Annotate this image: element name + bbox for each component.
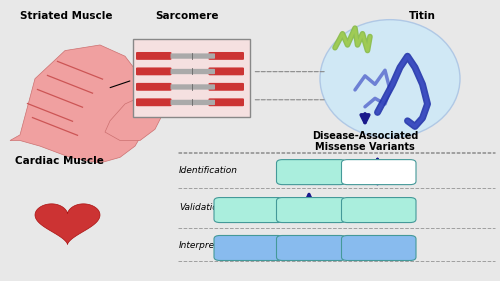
FancyBboxPatch shape [276, 198, 346, 223]
Text: Striated Muscle: Striated Muscle [20, 11, 112, 21]
Text: Interpretation: Interpretation [179, 241, 242, 250]
Text: Disease-Associated
Missense Variants: Disease-Associated Missense Variants [312, 131, 418, 152]
FancyBboxPatch shape [276, 235, 346, 260]
FancyBboxPatch shape [132, 39, 250, 117]
FancyBboxPatch shape [342, 235, 416, 260]
FancyBboxPatch shape [170, 84, 215, 90]
FancyBboxPatch shape [170, 53, 215, 59]
FancyBboxPatch shape [214, 198, 284, 223]
Text: Population
Genetic Studies: Population Genetic Studies [351, 166, 406, 179]
FancyBboxPatch shape [136, 98, 172, 106]
Text: Case Studies: Case Studies [288, 169, 334, 175]
Text: Location and
Structure: Location and Structure [226, 241, 271, 255]
FancyBboxPatch shape [136, 67, 172, 75]
Text: Identification: Identification [179, 166, 238, 175]
Text: In vitro
Experiment: In vitro Experiment [291, 203, 332, 217]
FancyBboxPatch shape [342, 160, 416, 185]
FancyBboxPatch shape [208, 83, 244, 91]
FancyBboxPatch shape [136, 52, 172, 60]
Polygon shape [10, 45, 150, 163]
Polygon shape [35, 204, 100, 244]
Text: Sarcomere: Sarcomere [156, 11, 219, 21]
Text: In vivo Model
Organisms: In vivo Model Organisms [356, 203, 402, 217]
Text: Associated
Condition: Associated Condition [360, 241, 398, 255]
FancyBboxPatch shape [208, 52, 244, 60]
FancyBboxPatch shape [170, 69, 215, 74]
FancyBboxPatch shape [342, 198, 416, 223]
Text: Titin: Titin [409, 11, 436, 21]
Text: Validation: Validation [179, 203, 224, 212]
FancyBboxPatch shape [208, 67, 244, 75]
Text: Zygosity: Zygosity [296, 245, 326, 251]
Text: In silico Data
Analysis: In silico Data Analysis [226, 203, 272, 217]
FancyBboxPatch shape [136, 83, 172, 91]
FancyBboxPatch shape [276, 160, 346, 185]
Text: Cardiac Muscle: Cardiac Muscle [15, 156, 104, 166]
Polygon shape [105, 93, 165, 140]
FancyBboxPatch shape [208, 98, 244, 106]
FancyBboxPatch shape [214, 235, 284, 260]
Ellipse shape [320, 20, 460, 138]
FancyBboxPatch shape [170, 100, 215, 105]
